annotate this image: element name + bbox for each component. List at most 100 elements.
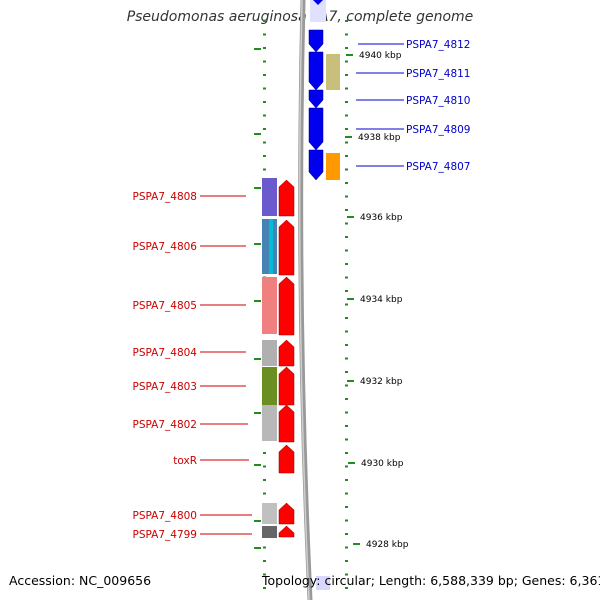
gene-label-right[interactable]: PSPA7_4812 — [406, 39, 471, 51]
major-tick-left — [254, 520, 261, 522]
reverse-gene-arrow — [278, 339, 295, 367]
tick-dot-right — [345, 506, 348, 508]
gene-label-left[interactable]: PSPA7_4799 — [133, 529, 198, 541]
gene-label-left[interactable]: PSPA7_4808 — [133, 191, 198, 203]
gene-label-left[interactable]: PSPA7_4806 — [133, 241, 198, 253]
tick-dot-right — [345, 20, 348, 22]
forward-gene-arrow — [308, 89, 324, 109]
major-tick-left — [254, 187, 261, 189]
scale-tick — [348, 462, 355, 464]
scale-tick — [345, 136, 352, 138]
major-tick-left — [254, 464, 261, 466]
genome-backbone — [298, 0, 313, 600]
tick-dot-right — [345, 182, 348, 184]
tick-dot-left — [263, 479, 266, 481]
tick-dot-left — [263, 452, 266, 454]
reverse-gene-arrow — [278, 179, 295, 217]
tick-dot-left — [263, 47, 266, 49]
gene-label-left[interactable]: toxR — [173, 455, 197, 467]
reverse-gene-arrow — [278, 219, 295, 276]
scale-label: 4930 kbp — [361, 459, 404, 469]
tick-dot-right — [345, 303, 348, 306]
tick-dot-left — [263, 87, 266, 90]
scale-tick — [347, 298, 354, 300]
tick-dot-right — [345, 47, 348, 49]
scale-label: 4936 kbp — [360, 213, 403, 223]
tick-dot-right — [345, 249, 348, 252]
tick-dot-left — [263, 128, 266, 130]
major-tick-left — [254, 48, 261, 50]
annotation-bar — [262, 367, 277, 405]
gene-label-left[interactable]: PSPA7_4802 — [133, 419, 198, 431]
tick-dot-right — [345, 276, 348, 279]
tick-dot-right — [345, 263, 348, 265]
gene-label-right[interactable]: PSPA7_4810 — [406, 95, 471, 107]
gene-label-right[interactable]: PSPA7_4811 — [406, 68, 471, 80]
scale-label: 4940 kbp — [359, 51, 402, 61]
scale-tick — [353, 543, 360, 545]
tick-dot-right — [345, 465, 348, 468]
tick-dot-left — [263, 465, 266, 468]
tick-dot-right — [345, 573, 348, 576]
forward-gene-arrow — [308, 107, 324, 151]
reverse-gene-arrow — [278, 404, 295, 443]
tick-dot-right — [345, 141, 348, 144]
major-tick-left — [254, 243, 261, 245]
major-tick-left — [254, 358, 261, 360]
bottom-shadow — [316, 576, 330, 590]
gene-label-left[interactable]: PSPA7_4800 — [133, 510, 198, 522]
annotation-bar — [262, 526, 277, 538]
reverse-gene-arrow — [278, 444, 295, 474]
reverse-gene-arrow — [278, 276, 295, 336]
gene-label-left[interactable]: PSPA7_4803 — [133, 381, 198, 393]
tick-dot-left — [263, 141, 266, 144]
tick-dot-right — [345, 33, 348, 36]
tick-dot-right — [345, 438, 348, 441]
scale-tick — [347, 216, 354, 218]
reverse-gene-arrow — [278, 525, 295, 538]
tick-dot-right — [345, 546, 348, 549]
tick-dot-right — [345, 114, 348, 117]
tick-dot-right — [345, 344, 348, 346]
tick-dot-right — [345, 290, 348, 292]
tick-dot-right — [345, 128, 348, 130]
tick-dot-right — [345, 60, 348, 63]
tick-dot-left — [263, 492, 266, 495]
forward-gene-arrow — [313, 0, 323, 5]
tick-dot-right — [345, 236, 348, 238]
accession-text: Accession: NC_009656 — [9, 573, 152, 588]
annotation-bar — [262, 340, 277, 366]
tick-dot-left — [263, 155, 266, 157]
gene-label-left[interactable]: PSPA7_4804 — [133, 347, 198, 359]
tick-dot-right — [345, 587, 348, 589]
gene-label-right[interactable]: PSPA7_4809 — [406, 124, 471, 136]
tick-dot-right — [345, 533, 348, 535]
tick-dot-right — [345, 492, 348, 495]
scale-label: 4932 kbp — [360, 377, 403, 387]
forward-gene-arrow — [308, 149, 324, 181]
tick-dot-right — [345, 87, 348, 90]
reverse-gene-arrow — [278, 502, 295, 525]
tick-dot-right — [345, 479, 348, 481]
genome-title: Pseudomonas aeruginosa PA7, complete gen… — [126, 9, 474, 25]
tick-dot-right — [345, 74, 348, 76]
tick-dot-left — [263, 546, 266, 549]
gene-label-right[interactable]: PSPA7_4807 — [406, 161, 471, 173]
annotation-bar — [326, 153, 340, 180]
tick-dot-right — [345, 357, 348, 360]
tick-dot-right — [345, 330, 348, 333]
gene-label-left[interactable]: PSPA7_4805 — [133, 300, 198, 312]
tick-dot-right — [345, 560, 348, 562]
scale-tick — [346, 54, 353, 56]
tick-dot-right — [345, 519, 348, 522]
major-tick-left — [254, 133, 261, 135]
tick-dot-right — [345, 425, 348, 427]
tick-dot-right — [345, 317, 348, 319]
annotation-bar — [269, 219, 273, 274]
tick-dot-right — [345, 101, 348, 103]
tick-dot-left — [263, 587, 266, 589]
reverse-gene-arrow — [278, 366, 295, 406]
tick-dot-left — [263, 101, 266, 103]
tick-dot-left — [263, 168, 266, 171]
